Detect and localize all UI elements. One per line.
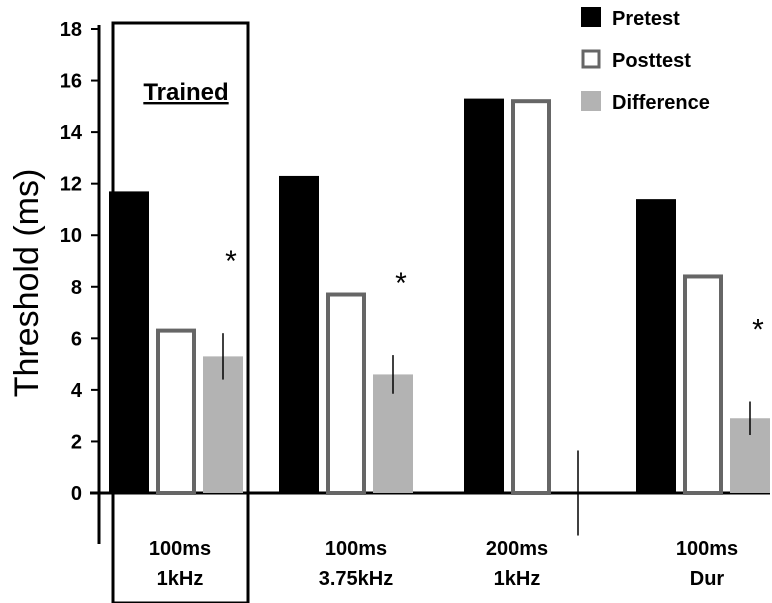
category-label: 1kHz [494,568,541,590]
y-axis-label: Threshold (ms) [8,169,46,398]
category-label: 100ms [149,538,211,560]
bar-posttest [683,274,723,496]
legend-label-posttest: Posttest [612,50,691,72]
y-tick-label: 6 [71,328,82,350]
legend-swatch-pretest [581,7,601,27]
y-tick-label: 16 [60,71,82,93]
bar-difference [373,374,413,493]
category-label: 1kHz [157,568,204,590]
bar-pretest [464,98,504,493]
trained-label: Trained [143,79,228,106]
y-tick-label: 10 [60,225,82,247]
y-tick-label: 8 [71,277,82,299]
category-label: 3.75kHz [319,568,394,590]
significance-star: * [395,267,407,300]
bar-posttest [326,292,366,495]
bar-pretest [279,175,319,493]
category-label: 100ms [325,538,387,560]
bars [109,98,770,536]
y-tick-label: 0 [71,483,82,505]
legend-label-pretest: Pretest [612,8,680,30]
trained-box [111,21,250,603]
y-tick-label: 14 [60,122,83,144]
y-tick-label: 2 [71,431,82,453]
legend-label-difference: Difference [612,92,710,114]
significance-star: * [225,245,237,278]
bar-posttest [511,99,551,496]
bar-pretest [636,199,676,493]
significance-star: * [752,313,764,346]
legend-swatch-difference [581,91,601,111]
category-label: 100ms [676,538,738,560]
category-label: Dur [690,568,725,590]
category-label: 200ms [486,538,548,560]
y-tick-label: 4 [71,380,83,402]
labels: Trained * * * 100ms 1kHz 100ms 3.75kHz 200ms 1kHz… [111,21,764,603]
legend: Pretest Posttest Difference [581,7,710,114]
bar-posttest [156,328,196,495]
bar-pretest [109,191,149,493]
legend-swatch-posttest [581,49,601,69]
y-tick-label: 18 [60,19,82,41]
y-tick-label: 12 [60,174,82,196]
